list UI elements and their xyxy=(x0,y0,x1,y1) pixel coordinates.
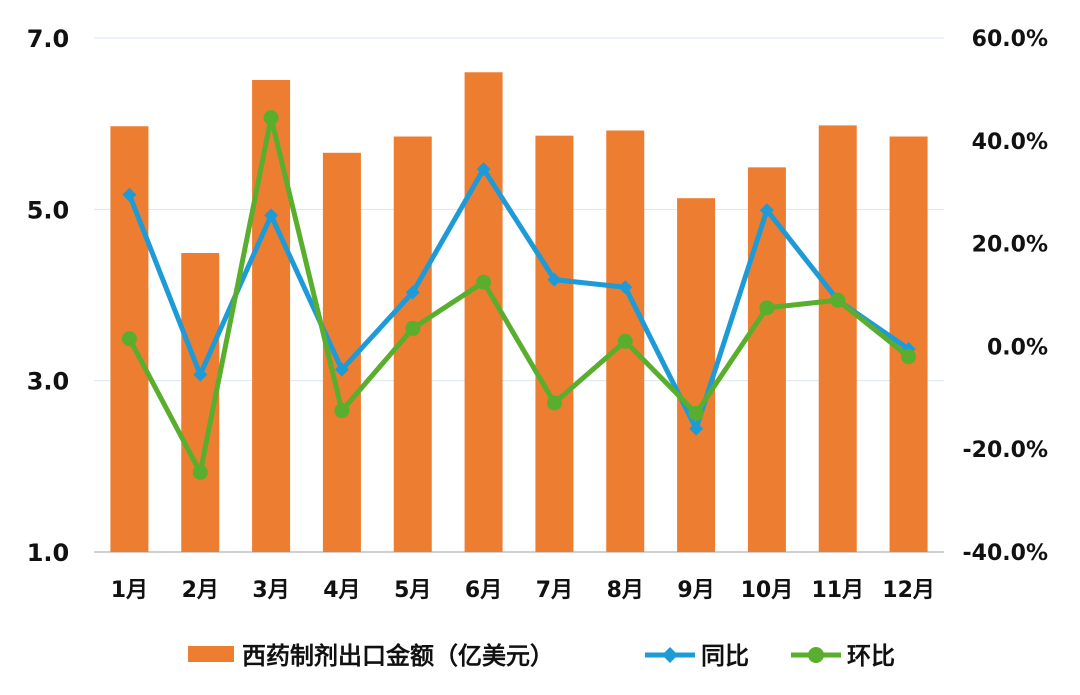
bar-7月 xyxy=(535,135,574,552)
x-tick-label: 1月 xyxy=(111,578,148,603)
y-right-tick-label: -40.0% xyxy=(963,541,1048,566)
y-left-tick-label: 3.0 xyxy=(27,368,70,396)
bar-9月 xyxy=(677,198,716,553)
x-tick-label: 6月 xyxy=(465,578,502,603)
marker-mom-5月 xyxy=(405,320,421,336)
y-left-tick-label: 5.0 xyxy=(27,196,70,224)
x-tick-label: 3月 xyxy=(252,578,289,603)
x-tick-label: 11月 xyxy=(811,578,864,603)
x-tick-label: 12月 xyxy=(882,578,935,603)
marker-mom-10月 xyxy=(759,300,775,316)
line-series xyxy=(121,110,917,480)
marker-yoy-2月 xyxy=(193,367,208,382)
x-tick-label: 2月 xyxy=(182,578,219,603)
legend-swatch-yoy-marker xyxy=(662,647,678,663)
y-right-tick-label: 40.0% xyxy=(972,130,1048,155)
gridlines xyxy=(94,37,944,553)
bar-3月 xyxy=(252,79,291,552)
x-tick-label: 8月 xyxy=(607,578,644,603)
legend: 西药制剂出口金额（亿美元） 同比 环比 xyxy=(188,642,895,670)
bar-11月 xyxy=(818,125,857,552)
marker-yoy-4月 xyxy=(334,362,349,377)
legend-label-yoy: 同比 xyxy=(701,642,749,670)
marker-yoy-1月 xyxy=(122,187,137,202)
x-tick-label: 10月 xyxy=(741,578,794,603)
legend-swatch-mom-marker xyxy=(808,647,824,663)
marker-mom-4月 xyxy=(334,403,350,419)
bar-6月 xyxy=(464,72,503,553)
y-left-tick-label: 7.0 xyxy=(27,25,70,53)
x-tick-label: 4月 xyxy=(323,578,360,603)
line-yoy xyxy=(127,166,911,432)
marker-mom-7月 xyxy=(546,395,562,411)
marker-mom-12月 xyxy=(901,349,917,365)
marker-mom-11月 xyxy=(830,292,846,308)
x-tick-label: 5月 xyxy=(394,578,431,603)
x-axis: 1月 2月 3月 4月 5月 6月 7月 8月 9月 10月 11月 12月 xyxy=(111,578,935,603)
y-axis-right: 60.0% 40.0% 20.0% 0.0% -20.0% -40.0% xyxy=(963,27,1048,566)
y-left-tick-label: 1.0 xyxy=(27,539,70,567)
marker-mom-3月 xyxy=(263,110,279,126)
marker-yoy-10月 xyxy=(759,203,774,218)
legend-swatch-bar xyxy=(188,646,234,662)
marker-yoy-7月 xyxy=(547,272,562,287)
y-right-tick-label: 20.0% xyxy=(972,233,1048,258)
y-right-tick-label: -20.0% xyxy=(963,438,1048,463)
x-tick-label: 7月 xyxy=(536,578,573,603)
marker-mom-9月 xyxy=(688,405,704,421)
marker-yoy-5月 xyxy=(405,285,420,300)
marker-yoy-3月 xyxy=(264,208,279,223)
y-axis-left: 7.0 5.0 3.0 1.0 xyxy=(27,25,70,567)
line-mom xyxy=(127,115,911,475)
marker-mom-6月 xyxy=(476,274,492,290)
bar-10月 xyxy=(747,167,786,552)
marker-mom-1月 xyxy=(121,331,137,347)
y-right-tick-label: 0.0% xyxy=(987,335,1048,360)
y-right-tick-label: 60.0% xyxy=(972,27,1048,52)
marker-yoy-8月 xyxy=(618,280,633,295)
legend-label-mom: 环比 xyxy=(847,642,895,670)
marker-yoy-9月 xyxy=(689,421,704,436)
marker-mom-2月 xyxy=(192,464,208,480)
legend-label-bar: 西药制剂出口金额（亿美元） xyxy=(242,642,554,670)
x-tick-label: 9月 xyxy=(677,578,714,603)
marker-mom-8月 xyxy=(617,333,633,349)
marker-yoy-6月 xyxy=(476,162,491,177)
